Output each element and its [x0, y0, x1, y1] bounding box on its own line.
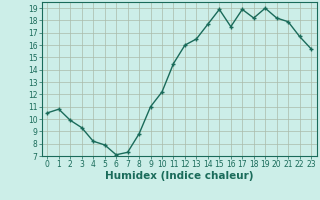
X-axis label: Humidex (Indice chaleur): Humidex (Indice chaleur) — [105, 171, 253, 181]
